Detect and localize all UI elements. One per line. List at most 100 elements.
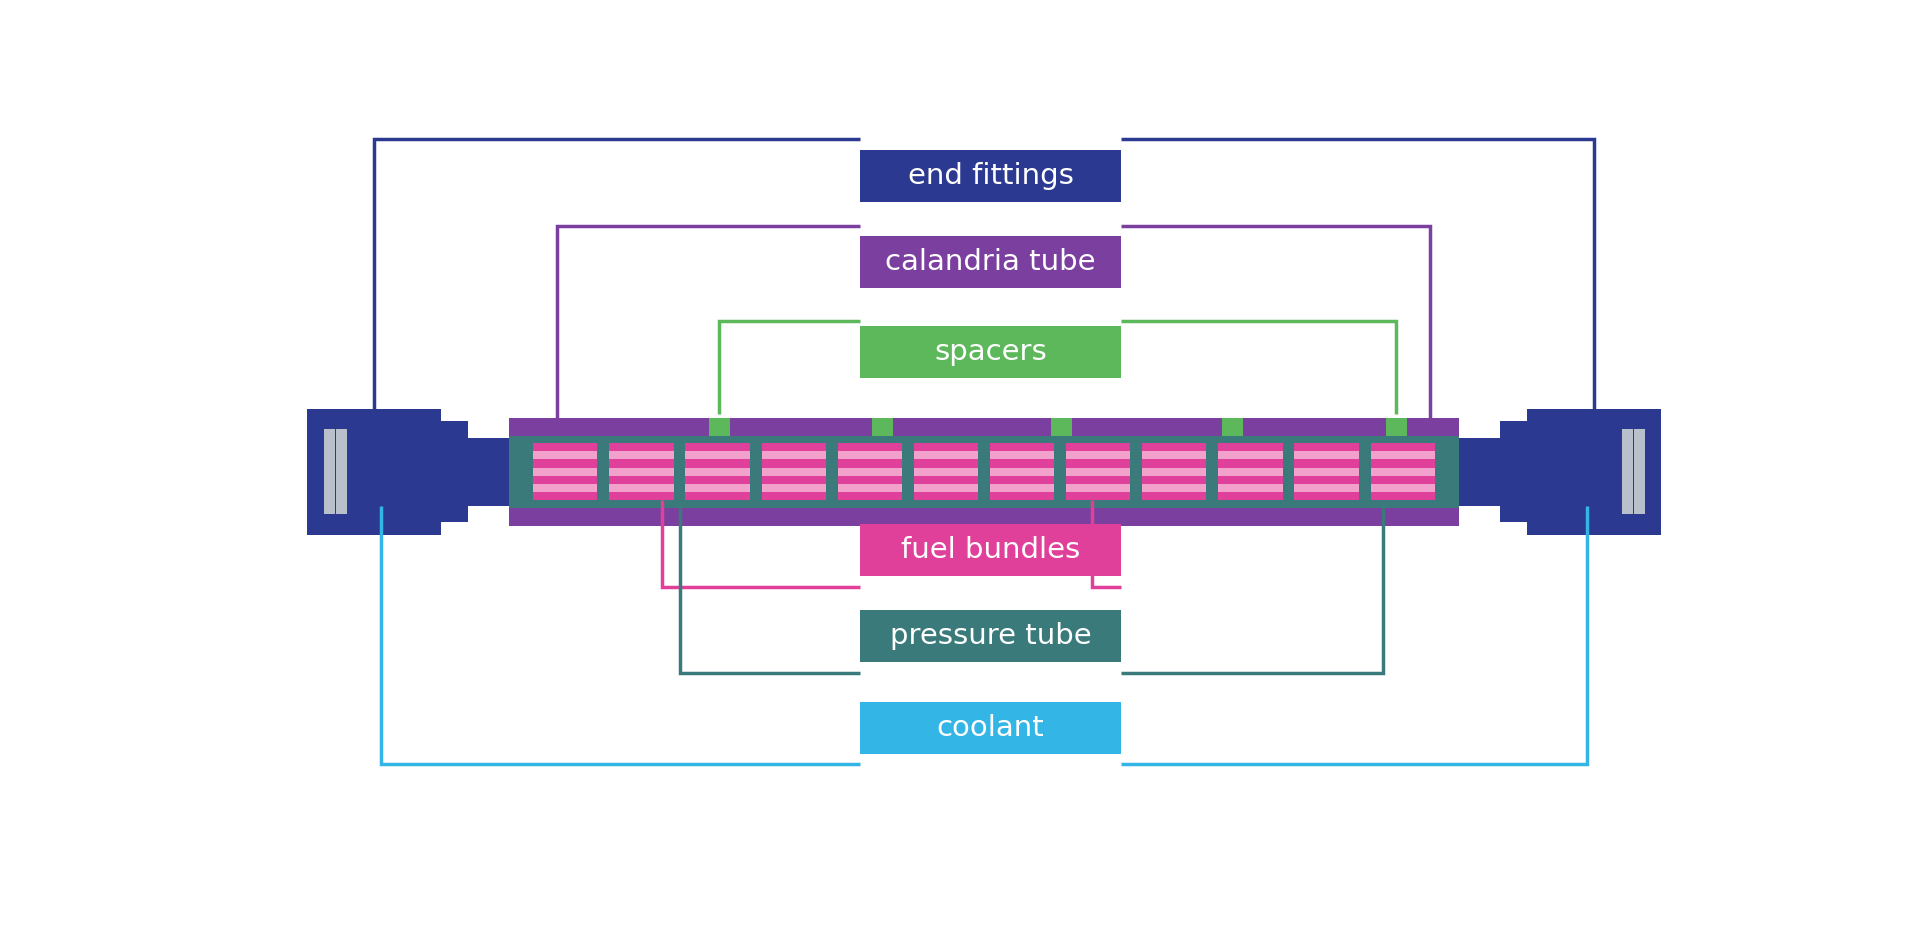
Bar (1371, 460, 1434, 468)
Bar (685, 475, 749, 484)
Bar (685, 443, 749, 451)
Bar (860, 524, 1121, 576)
Bar (914, 443, 977, 451)
Bar (1371, 484, 1434, 492)
Bar (1371, 468, 1434, 475)
Bar (837, 460, 902, 468)
Bar (914, 443, 977, 501)
Bar (685, 451, 749, 460)
Bar (837, 468, 902, 475)
Bar (860, 150, 1121, 202)
Bar (914, 492, 977, 501)
Bar (762, 468, 826, 475)
Bar (991, 492, 1054, 501)
Bar (1219, 468, 1283, 475)
Bar (914, 468, 977, 475)
Bar (442, 421, 468, 522)
Bar (1066, 484, 1131, 492)
Text: calandria tube: calandria tube (885, 248, 1096, 276)
Bar (762, 492, 826, 501)
Bar (837, 492, 902, 501)
Bar (1634, 429, 1645, 515)
Bar (991, 443, 1054, 451)
Text: spacers: spacers (935, 338, 1046, 366)
Bar (914, 451, 977, 460)
Bar (1221, 417, 1242, 436)
Bar (1294, 460, 1359, 468)
Bar (1142, 451, 1206, 460)
Bar (509, 417, 1459, 526)
Bar (609, 460, 674, 468)
Bar (1622, 429, 1632, 515)
Bar (1066, 443, 1131, 451)
Bar (914, 484, 977, 492)
Bar (609, 492, 674, 501)
Bar (1142, 484, 1206, 492)
Bar (860, 611, 1121, 662)
Bar (991, 443, 1054, 501)
Bar (509, 435, 1459, 508)
Bar (837, 443, 902, 451)
Bar (534, 451, 597, 460)
Bar (534, 475, 597, 484)
Bar (609, 475, 674, 484)
Bar (837, 443, 902, 501)
Bar (1294, 451, 1359, 460)
Bar (1219, 492, 1283, 501)
Bar (534, 460, 597, 468)
Bar (1066, 460, 1131, 468)
Bar (1526, 409, 1661, 534)
Bar (609, 468, 674, 475)
Bar (534, 484, 597, 492)
Bar (762, 475, 826, 484)
Bar (1142, 475, 1206, 484)
Bar (1219, 451, 1283, 460)
Bar (324, 429, 334, 515)
Bar (914, 460, 977, 468)
Bar (762, 443, 826, 451)
Bar (1219, 460, 1283, 468)
Bar (762, 460, 826, 468)
Bar (1142, 443, 1206, 501)
Bar (837, 451, 902, 460)
Bar (1386, 417, 1407, 436)
Bar (837, 484, 902, 492)
Bar (860, 236, 1121, 289)
Bar (762, 484, 826, 492)
Bar (1050, 417, 1071, 436)
Bar (1371, 492, 1434, 501)
Bar (609, 443, 674, 501)
Bar (914, 475, 977, 484)
Bar (1294, 443, 1359, 501)
Text: fuel bundles: fuel bundles (900, 536, 1081, 564)
Bar (1142, 460, 1206, 468)
Bar (991, 460, 1054, 468)
Bar (1066, 475, 1131, 484)
Bar (609, 484, 674, 492)
Text: coolant: coolant (937, 714, 1044, 742)
Bar (1142, 443, 1206, 451)
Bar (1219, 484, 1283, 492)
Text: pressure tube: pressure tube (889, 622, 1091, 650)
Bar (1066, 492, 1131, 501)
Bar (837, 475, 902, 484)
Bar (1500, 421, 1526, 522)
Bar (1066, 468, 1131, 475)
Bar (708, 417, 730, 436)
Bar (685, 468, 749, 475)
Bar (1371, 475, 1434, 484)
Bar (1294, 484, 1359, 492)
Bar (534, 468, 597, 475)
Bar (860, 701, 1121, 754)
Bar (609, 443, 674, 451)
Bar (1219, 443, 1283, 451)
Bar (991, 475, 1054, 484)
Bar (685, 492, 749, 501)
Bar (860, 326, 1121, 378)
Bar (872, 417, 893, 436)
Text: end fittings: end fittings (908, 163, 1073, 191)
Bar (534, 492, 597, 501)
Bar (991, 468, 1054, 475)
Bar (1371, 451, 1434, 460)
Bar (685, 484, 749, 492)
